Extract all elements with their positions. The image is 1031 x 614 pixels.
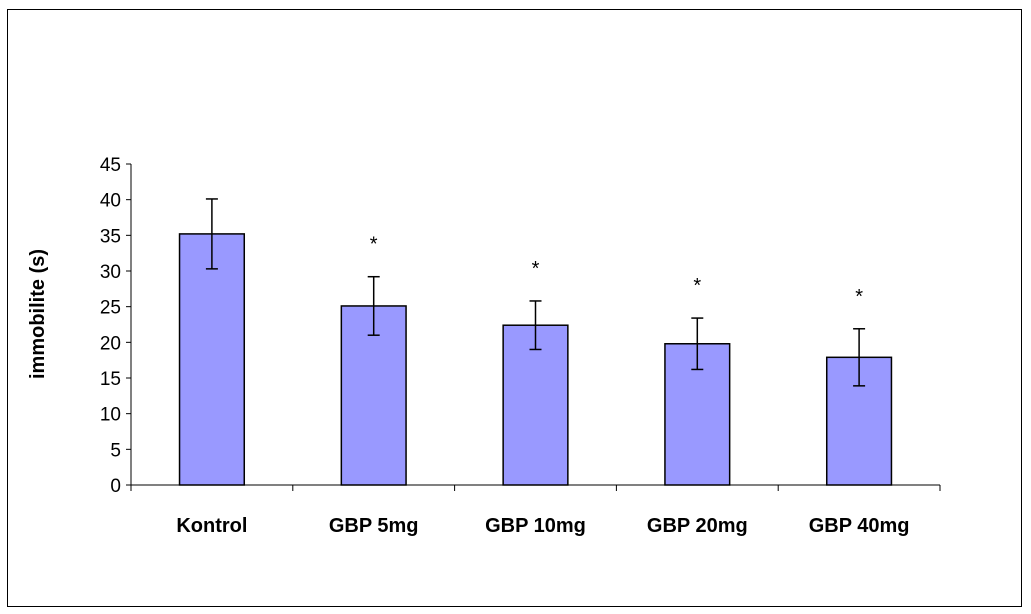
y-tick-label: 30 [100,262,121,283]
y-tick-label: 35 [100,226,121,247]
y-tick-label: 10 [100,405,121,426]
y-tick-label: 25 [100,298,121,319]
y-tick-label: 40 [100,191,121,212]
x-tick-label: GBP 5mg [329,515,419,537]
significance-marker: * [855,286,863,308]
y-axis-title: immobilite (s) [27,249,49,379]
x-tick-label: GBP 10mg [485,515,586,537]
x-tick-label: Kontrol [176,515,247,537]
y-tick-label: 15 [100,369,121,390]
y-tick-label: 5 [110,440,121,461]
y-tick-label: 20 [100,333,121,354]
x-tick-label: GBP 20mg [647,515,748,537]
significance-marker: * [532,258,540,280]
bar-kontrol [178,233,246,486]
plot-area: 0 5 10 15 20 25 30 35 40 45 Kontrol * GBP 5mg * GBP 10… [100,155,941,537]
significance-marker: * [370,234,378,256]
significance-marker: * [693,275,701,297]
chart-frame [7,9,1022,607]
x-tick-label: GBP 40mg [809,515,910,537]
y-axis-title-group: immobilite (s) [27,249,49,379]
y-tick-label: 0 [110,476,121,497]
y-tick-label: 45 [100,155,121,176]
